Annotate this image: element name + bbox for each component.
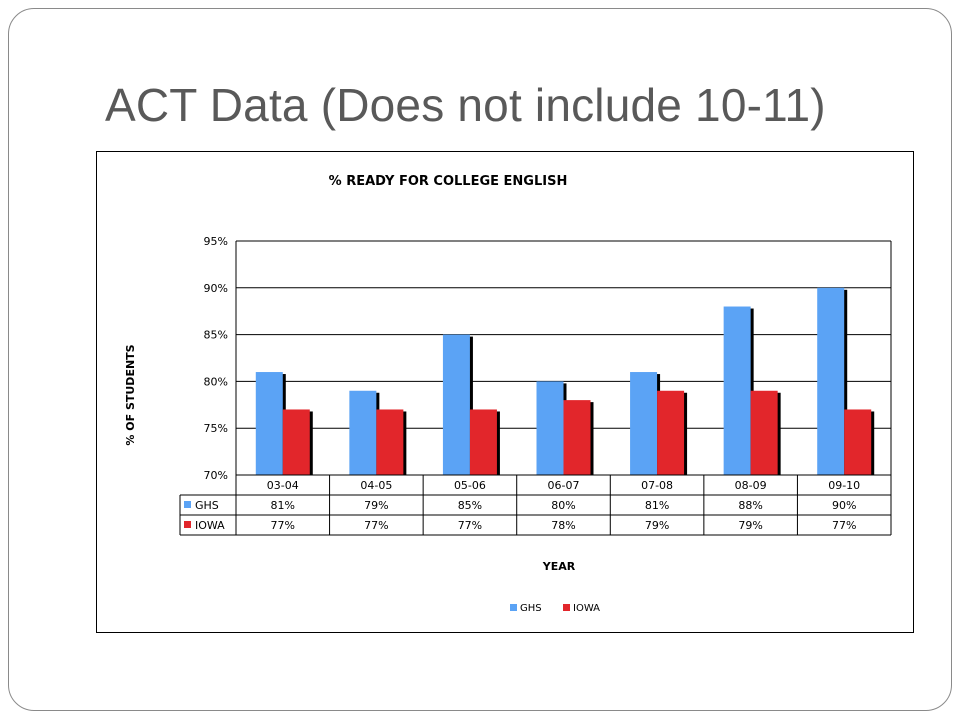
legend-key [510,604,517,611]
bar-iowa [844,409,872,475]
chart-container: % READY FOR COLLEGE ENGLISH % OF STUDENT… [96,151,914,633]
x-tick-label: 09-10 [828,479,860,492]
y-tick-label: 95% [204,235,228,248]
x-axis-title: YEAR [542,560,576,573]
plot-area: 70% 75% 80% 85% 90% 95% 03-04 04-05 05-06 06-07 07… [179,235,892,614]
x-tick-label: 08-09 [735,479,767,492]
legend-key [563,604,570,611]
table-series-name: GHS [195,499,219,512]
x-tick-label: 06-07 [548,479,580,492]
table-legend-key [184,501,191,508]
y-tick-label: 75% [204,422,228,435]
bar-iowa [282,409,310,475]
bar-iowa [563,400,591,475]
table-legend-key [184,521,191,528]
bar-iowa [750,390,778,475]
table-cell: 88% [738,499,762,512]
bar-ghs [723,306,751,475]
table-cell: 79% [738,519,762,532]
table-series-name: IOWA [195,519,225,532]
table-cell: 85% [458,499,482,512]
legend-label: IOWA [573,603,600,614]
bar-iowa [469,409,497,475]
bar-iowa [657,390,685,475]
table-cell: 77% [364,519,388,532]
bar-ghs [349,390,377,475]
bar-ghs [442,334,470,475]
y-tick-label: 80% [204,375,228,388]
table-cell: 81% [645,499,669,512]
table-cell: 81% [271,499,295,512]
y-tick-label: 70% [204,469,228,482]
y-tick-label: 85% [204,329,228,342]
table-cell: 77% [832,519,856,532]
table-cell: 78% [551,519,575,532]
x-tick-label: 07-08 [641,479,673,492]
bar-ghs [817,287,845,475]
chart-title: % READY FOR COLLEGE ENGLISH [329,174,568,189]
bar-ghs [630,372,658,475]
y-tick-label: 90% [204,282,228,295]
bar-chart: % READY FOR COLLEGE ENGLISH % OF STUDENT… [124,174,892,614]
table-cell: 77% [458,519,482,532]
table-cell: 79% [364,499,388,512]
bar-ghs [536,381,564,475]
x-tick-label: 03-04 [267,479,299,492]
slide-title: ACT Data (Does not include 10-11) [105,79,826,131]
bar-iowa [376,409,404,475]
table-cell: 79% [645,519,669,532]
table-cell: 90% [832,499,856,512]
legend-label: GHS [520,603,542,614]
y-axis-title: % OF STUDENTS [124,344,137,445]
table-cell: 77% [271,519,295,532]
bar-ghs [255,372,283,475]
x-tick-label: 05-06 [454,479,486,492]
x-tick-label: 04-05 [360,479,392,492]
table-cell: 80% [551,499,575,512]
